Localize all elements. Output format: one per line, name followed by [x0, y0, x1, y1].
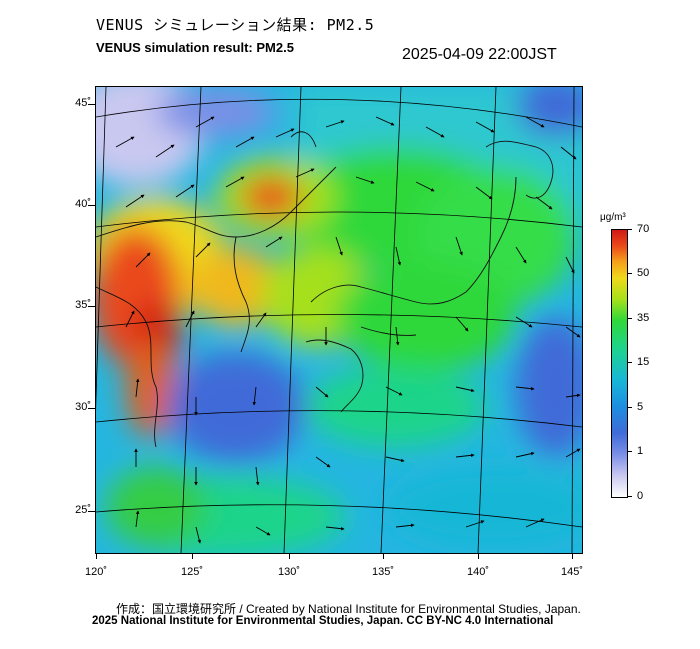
lon-label-125: 125˚ — [180, 566, 204, 578]
colorbar-unit: μg/m³ — [600, 212, 626, 223]
colorbar-label-35: 35 — [637, 312, 650, 324]
lon-label-135: 135˚ — [371, 566, 395, 578]
lat-tick — [88, 408, 95, 409]
lat-label-25: 25˚ — [75, 504, 91, 516]
lon-tick — [96, 553, 97, 559]
lat-tick — [88, 104, 95, 105]
lat-label-40: 40˚ — [75, 198, 91, 210]
colorbar-label-5: 5 — [637, 401, 644, 413]
lon-tick — [478, 553, 479, 559]
colorbar-tick — [627, 451, 632, 452]
title-japanese: VENUS シミュレーション結果: PM2.5 — [96, 16, 375, 34]
lon-label-145: 145˚ — [560, 566, 584, 578]
lat-tick — [88, 205, 95, 206]
lon-tick — [289, 553, 290, 559]
lon-label-140: 140˚ — [466, 566, 490, 578]
lon-tick — [383, 553, 384, 559]
colorbar-label-15: 15 — [637, 356, 650, 368]
lon-label-120: 120˚ — [84, 566, 108, 578]
colorbar-label-50: 50 — [637, 267, 650, 279]
lat-label-30: 30˚ — [75, 401, 91, 413]
colorbar-label-0: 0 — [637, 490, 644, 502]
copyright-line: 2025 National Institute for Environmenta… — [92, 615, 554, 627]
colorbar-tick — [627, 273, 632, 274]
colorbar-label-1: 1 — [637, 445, 644, 457]
title-english: VENUS simulation result: PM2.5 — [96, 40, 294, 55]
colorbar-tick — [627, 407, 632, 408]
colorbar-label-70: 70 — [637, 223, 650, 235]
lat-label-35: 35˚ — [75, 299, 91, 311]
colorbar-tick — [627, 362, 632, 363]
colorbar-tick — [627, 318, 632, 319]
timestamp: 2025-04-09 22:00JST — [402, 46, 557, 63]
lat-tick — [88, 511, 95, 512]
lat-tick — [88, 306, 95, 307]
pm25-map — [95, 86, 583, 554]
colorbar — [611, 229, 628, 498]
lon-tick — [192, 553, 193, 559]
lat-label-45: 45˚ — [75, 97, 91, 109]
lon-label-130: 130˚ — [277, 566, 301, 578]
colorbar-tick — [627, 496, 632, 497]
lon-tick — [572, 553, 573, 559]
colorbar-tick — [627, 229, 632, 230]
credit-line: 作成：国立環境研究所 / Created by National Institu… — [116, 602, 581, 616]
